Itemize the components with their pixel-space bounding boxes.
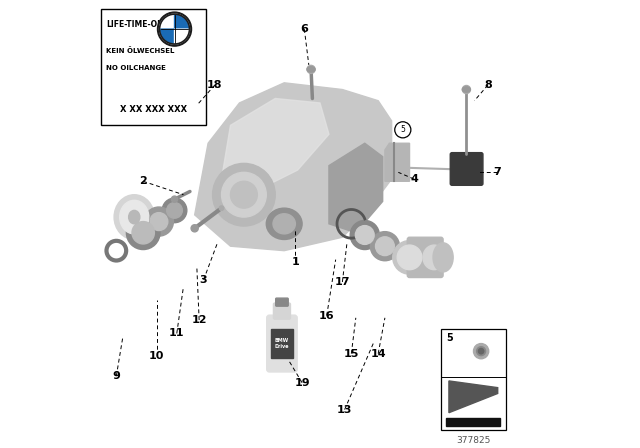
Ellipse shape [355,226,374,245]
Circle shape [159,14,189,44]
Text: 377825: 377825 [456,436,490,445]
Text: X XX XXX XXX: X XX XXX XXX [120,105,187,114]
Ellipse shape [371,232,399,261]
Ellipse shape [221,172,266,217]
Circle shape [462,86,470,94]
FancyBboxPatch shape [441,329,506,430]
Circle shape [477,347,486,356]
Ellipse shape [397,245,422,270]
Text: 16: 16 [319,310,335,321]
Text: 9: 9 [113,371,120,381]
Ellipse shape [212,164,275,226]
Ellipse shape [144,207,173,236]
FancyBboxPatch shape [100,9,206,125]
Text: 2: 2 [140,176,147,186]
Wedge shape [161,29,175,43]
Text: NO OILCHANGE: NO OILCHANGE [106,65,166,71]
Text: 6: 6 [300,24,308,34]
Text: BMW
Drive: BMW Drive [275,338,289,349]
Wedge shape [175,15,188,29]
FancyBboxPatch shape [451,153,483,185]
Ellipse shape [132,222,154,244]
Text: 7: 7 [493,168,500,177]
Text: 19: 19 [294,378,310,388]
Ellipse shape [120,200,148,234]
Ellipse shape [127,216,160,250]
Ellipse shape [273,214,296,234]
Circle shape [220,206,224,211]
Text: LIFE-TIME-OIL: LIFE-TIME-OIL [106,20,165,29]
Ellipse shape [166,202,182,218]
Polygon shape [195,83,392,251]
Text: 14: 14 [371,349,386,358]
Text: 5: 5 [446,333,453,344]
Ellipse shape [423,245,445,270]
Ellipse shape [129,211,140,224]
Circle shape [157,12,191,46]
Text: 15: 15 [344,349,359,358]
Circle shape [479,349,484,354]
Text: 17: 17 [335,277,350,287]
Wedge shape [175,29,188,43]
Text: 1: 1 [291,257,300,267]
Text: 8: 8 [484,80,492,90]
Polygon shape [221,99,329,193]
FancyBboxPatch shape [407,237,443,277]
Ellipse shape [462,87,470,92]
FancyBboxPatch shape [267,315,297,372]
FancyBboxPatch shape [276,298,288,306]
FancyBboxPatch shape [446,418,500,426]
Text: 3: 3 [200,275,207,285]
Text: 11: 11 [169,328,184,339]
Ellipse shape [393,241,426,274]
Text: 18: 18 [207,80,223,90]
Ellipse shape [230,181,257,208]
Circle shape [191,225,198,232]
Polygon shape [385,143,410,181]
Text: 13: 13 [337,405,352,414]
Text: KEIN ÖLWECHSEL: KEIN ÖLWECHSEL [106,47,175,54]
Circle shape [172,196,178,202]
Ellipse shape [433,243,453,272]
Circle shape [307,65,315,73]
Wedge shape [161,15,175,29]
Text: 4: 4 [410,174,418,184]
Ellipse shape [162,198,187,223]
Circle shape [474,344,489,359]
Text: 10: 10 [149,351,164,361]
Ellipse shape [307,67,315,72]
Ellipse shape [350,220,380,250]
Text: 5: 5 [401,125,405,134]
Text: 12: 12 [191,315,207,325]
Ellipse shape [266,208,302,240]
FancyBboxPatch shape [271,329,293,358]
Polygon shape [329,143,383,233]
FancyBboxPatch shape [273,303,291,319]
Polygon shape [449,381,498,413]
Circle shape [395,122,411,138]
Ellipse shape [376,237,394,256]
Ellipse shape [150,213,168,231]
Ellipse shape [114,195,154,240]
